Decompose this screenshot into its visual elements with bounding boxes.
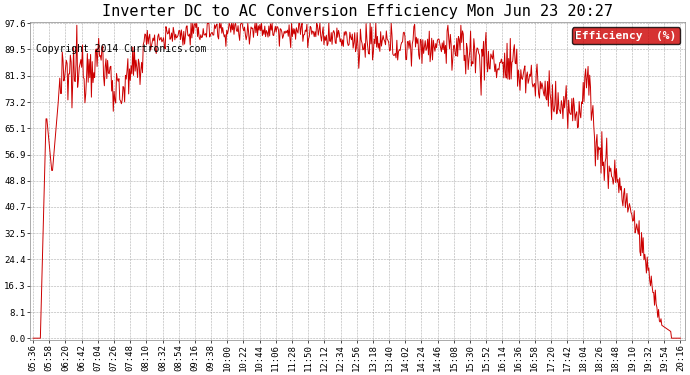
- Legend: Efficiency  (%): Efficiency (%): [572, 27, 680, 44]
- Title: Inverter DC to AC Conversion Efficiency Mon Jun 23 20:27: Inverter DC to AC Conversion Efficiency …: [102, 4, 613, 19]
- Text: Copyright 2014 Curtronics.com: Copyright 2014 Curtronics.com: [37, 44, 207, 54]
